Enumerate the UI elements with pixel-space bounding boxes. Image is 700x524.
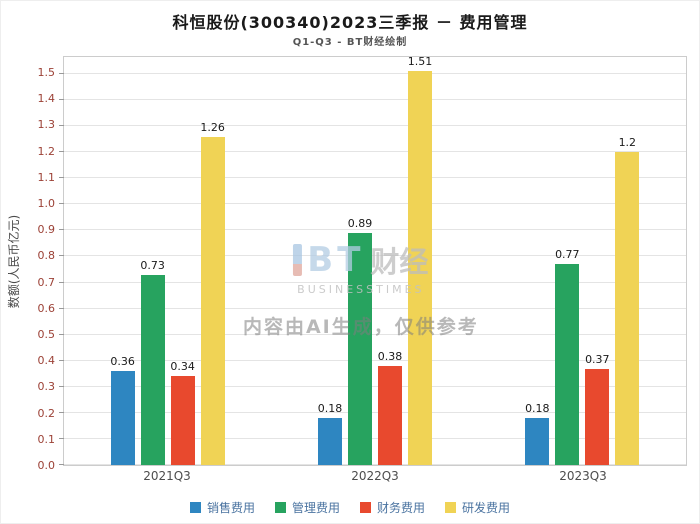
gridline (64, 307, 686, 309)
y-tick-label: 1.2 (37, 144, 56, 158)
y-tickmark (59, 385, 64, 387)
bar-管理费用-2023Q3: 0.77 (555, 248, 580, 465)
bar-value-label: 0.18 (525, 402, 550, 416)
bar-销售费用-2021Q3: 0.36 (110, 355, 135, 465)
gridline (64, 411, 686, 413)
gridline (64, 177, 686, 179)
legend-swatch (445, 502, 457, 513)
y-tickmark (59, 307, 64, 309)
x-tick-label-2023Q3: 2023Q3 (559, 469, 607, 483)
legend-item-研发费用: 研发费用 (445, 499, 510, 516)
bar-研发费用-2023Q3: 1.2 (615, 136, 640, 465)
bar-value-label: 0.38 (377, 349, 403, 363)
bar-value-label: 0.73 (140, 258, 165, 272)
y-axis-ticks: 0.0 0.1 0.2 0.3 0.4 0.5 0.6 0.7 0.8 0.9 1.0 1.1 1.2 1… (1, 56, 56, 472)
bar-研发费用-2022Q3: 1.51 (408, 55, 432, 465)
y-tick-label: 0.3 (37, 380, 56, 394)
y-tick-label: 1.0 (37, 197, 56, 211)
legend-label: 研发费用 (462, 501, 511, 515)
y-tickmark (59, 281, 64, 283)
y-tickmark (59, 177, 64, 179)
y-tickmark (59, 437, 64, 439)
y-tickmark (59, 359, 64, 361)
bar-value-label: 1.51 (407, 55, 433, 69)
legend-swatch (189, 502, 201, 513)
bar-管理费用-2022Q3: 0.89 (348, 217, 372, 465)
y-tick-label: 0.2 (37, 406, 56, 420)
bar-研发费用-2021Q3: 1.26 (200, 121, 225, 465)
x-tick-label-2022Q3: 2022Q3 (351, 469, 399, 483)
gridline (64, 125, 686, 127)
y-tick-label: 0.8 (37, 249, 56, 263)
y-tickmark (59, 333, 64, 335)
legend-item-管理费用: 管理费用 (274, 499, 340, 516)
y-tickmark (59, 125, 64, 127)
bar-value-label: 0.37 (585, 352, 610, 366)
gridline (64, 151, 686, 153)
gridline (64, 333, 686, 335)
bar-value-label: 0.89 (347, 216, 373, 230)
legend-item-财务费用: 财务费用 (360, 499, 425, 516)
bar-财务费用-2022Q3: 0.38 (378, 350, 402, 465)
y-tickmark (59, 229, 64, 231)
y-tick-label: 0.4 (37, 354, 56, 368)
legend-label: 管理费用 (291, 501, 340, 515)
bar-value-label: 1.26 (200, 120, 225, 134)
gridline (64, 99, 686, 101)
bar-销售费用-2023Q3: 0.18 (525, 402, 550, 465)
y-tickmark (59, 411, 64, 413)
y-tickmark (59, 464, 64, 465)
gridline (64, 203, 686, 205)
y-tickmark (59, 72, 64, 74)
y-tick-label: 1.4 (37, 92, 56, 106)
bar-管理费用-2021Q3: 0.73 (140, 259, 165, 465)
y-tick-label: 0.5 (37, 328, 56, 342)
gridline (64, 255, 686, 257)
y-tickmark (59, 151, 64, 153)
legend-swatch (274, 502, 286, 513)
chart-title: 科恒股份(300340)2023三季报 － 费用管理 (172, 13, 528, 32)
bar-销售费用-2022Q3: 0.18 (318, 402, 342, 465)
y-tickmark (59, 203, 64, 205)
gridline (64, 229, 686, 231)
bar-value-label: 1.2 (618, 136, 637, 150)
x-axis-ticks: 2021Q3 2022Q3 2023Q3 (63, 469, 687, 485)
y-tick-label: 0.7 (37, 275, 56, 289)
bar-value-label: 0.36 (110, 355, 135, 369)
bar-value-label: 0.18 (317, 402, 343, 416)
plot-area: BT 财经 BUSINESSTIMES 内容由AI生成，仅供参考 0.36 0.7… (59, 55, 687, 466)
y-tick-label: 0.6 (37, 301, 56, 315)
legend-swatch (360, 502, 371, 513)
legend-item-销售费用: 销售费用 (189, 499, 255, 516)
bar-value-label: 0.77 (555, 248, 580, 262)
y-tick-label: 1.3 (37, 118, 56, 132)
legend-label: 财务费用 (377, 501, 426, 515)
chart-subtitle: Q1-Q3 - BT财经绘制 (292, 37, 408, 48)
gridline (64, 464, 686, 465)
y-tick-label: 1.5 (37, 66, 56, 80)
y-tick-label: 0.9 (37, 223, 56, 237)
y-tick-label: 0.0 (37, 459, 56, 472)
gridline (64, 437, 686, 439)
legend: 销售费用 管理费用 财务费用 研发费用 (1, 499, 699, 516)
y-tick-label: 0.1 (37, 432, 56, 446)
y-tickmark (59, 99, 64, 101)
bar-value-label: 0.34 (170, 360, 195, 374)
bar-财务费用-2023Q3: 0.37 (585, 353, 610, 465)
x-tick-label-2021Q3: 2021Q3 (143, 469, 191, 483)
bar-group-2021Q3: 0.36 0.73 0.34 1.26 (64, 57, 271, 465)
legend-label: 销售费用 (206, 501, 255, 515)
bar-group-2023Q3: 0.18 0.77 0.37 1.2 (479, 57, 686, 465)
bar-财务费用-2021Q3: 0.34 (170, 360, 195, 465)
gridline (64, 359, 686, 361)
gridline (64, 281, 686, 283)
gridline (64, 385, 686, 387)
y-tickmark (59, 255, 64, 257)
gridline (64, 72, 686, 74)
y-tick-label: 1.1 (37, 170, 56, 184)
bar-group-2022Q3: 0.18 0.89 0.38 1.51 (271, 55, 478, 465)
